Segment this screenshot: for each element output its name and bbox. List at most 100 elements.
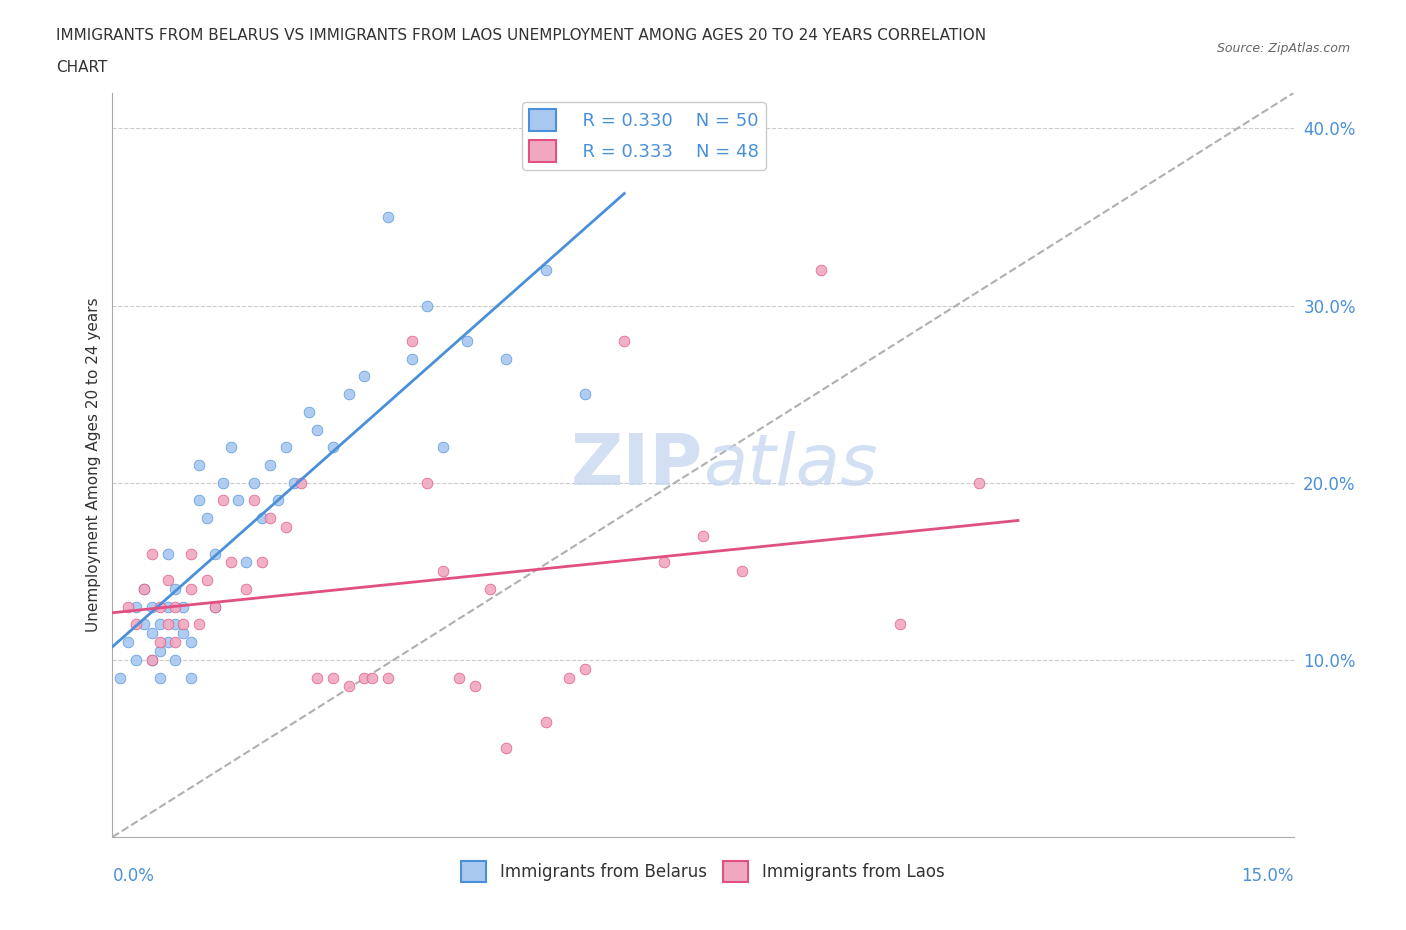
Point <box>132 581 155 596</box>
Point <box>235 581 257 596</box>
Point <box>401 334 423 349</box>
Point <box>180 671 202 685</box>
Point <box>141 653 163 668</box>
Point <box>447 671 470 685</box>
Point <box>132 617 155 631</box>
Point <box>456 334 478 349</box>
Point <box>810 262 832 277</box>
Point <box>165 634 187 649</box>
Point <box>337 387 360 402</box>
Point <box>132 581 155 596</box>
Point <box>117 634 139 649</box>
Point <box>156 546 179 561</box>
Point <box>574 387 596 402</box>
Point <box>495 741 517 756</box>
Point <box>172 599 194 614</box>
Point <box>156 573 179 588</box>
Text: atlas: atlas <box>703 431 877 499</box>
Point <box>141 653 163 668</box>
Point <box>228 493 250 508</box>
Point <box>156 634 179 649</box>
Point <box>432 564 454 578</box>
Point <box>337 679 360 694</box>
Point <box>243 475 266 490</box>
Point <box>165 599 187 614</box>
Point <box>274 520 297 535</box>
Point <box>195 573 218 588</box>
Point <box>110 671 132 685</box>
Point <box>652 555 675 570</box>
Point <box>416 475 439 490</box>
Point <box>259 458 281 472</box>
Point <box>165 581 187 596</box>
Point <box>180 546 202 561</box>
Point <box>283 475 305 490</box>
Point <box>149 644 172 658</box>
Point <box>149 599 172 614</box>
Point <box>353 369 375 384</box>
Point <box>156 599 179 614</box>
Point <box>322 671 344 685</box>
Point <box>290 475 312 490</box>
Point <box>307 671 329 685</box>
Point <box>188 458 211 472</box>
Point <box>141 626 163 641</box>
Point <box>172 626 194 641</box>
Point <box>432 440 454 455</box>
Point <box>149 617 172 631</box>
Point <box>298 405 321 419</box>
Point <box>204 599 226 614</box>
Point <box>125 653 148 668</box>
Point <box>211 475 233 490</box>
Point <box>211 493 233 508</box>
Legend: Immigrants from Belarus, Immigrants from Laos: Immigrants from Belarus, Immigrants from… <box>454 855 952 888</box>
Point <box>156 617 179 631</box>
Point <box>267 493 290 508</box>
Point <box>117 599 139 614</box>
Point <box>195 511 218 525</box>
Point <box>125 617 148 631</box>
Point <box>322 440 344 455</box>
Text: CHART: CHART <box>56 60 108 75</box>
Point <box>141 546 163 561</box>
Point <box>165 617 187 631</box>
Point <box>574 661 596 676</box>
Point <box>165 653 187 668</box>
Point <box>464 679 486 694</box>
Y-axis label: Unemployment Among Ages 20 to 24 years: Unemployment Among Ages 20 to 24 years <box>86 298 101 632</box>
Point <box>307 422 329 437</box>
Point <box>188 493 211 508</box>
Point <box>416 299 439 313</box>
Point <box>235 555 257 570</box>
Point <box>141 599 163 614</box>
Text: ZIP: ZIP <box>571 431 703 499</box>
Point <box>188 617 211 631</box>
Point <box>125 599 148 614</box>
Point <box>361 671 384 685</box>
Point <box>149 671 172 685</box>
Point <box>219 440 242 455</box>
Point <box>558 671 581 685</box>
Point <box>967 475 990 490</box>
Point <box>534 262 557 277</box>
Point <box>250 511 273 525</box>
Point <box>219 555 242 570</box>
Point <box>250 555 273 570</box>
Point <box>274 440 297 455</box>
Text: Source: ZipAtlas.com: Source: ZipAtlas.com <box>1216 42 1350 55</box>
Point <box>534 714 557 729</box>
Text: 0.0%: 0.0% <box>112 867 155 884</box>
Point <box>692 528 714 543</box>
Point <box>377 671 399 685</box>
Point <box>353 671 375 685</box>
Point <box>243 493 266 508</box>
Text: 15.0%: 15.0% <box>1241 867 1294 884</box>
Point <box>377 209 399 224</box>
Point <box>172 617 194 631</box>
Point <box>204 546 226 561</box>
Point <box>731 564 754 578</box>
Point <box>259 511 281 525</box>
Point <box>613 334 636 349</box>
Point <box>149 634 172 649</box>
Point <box>180 581 202 596</box>
